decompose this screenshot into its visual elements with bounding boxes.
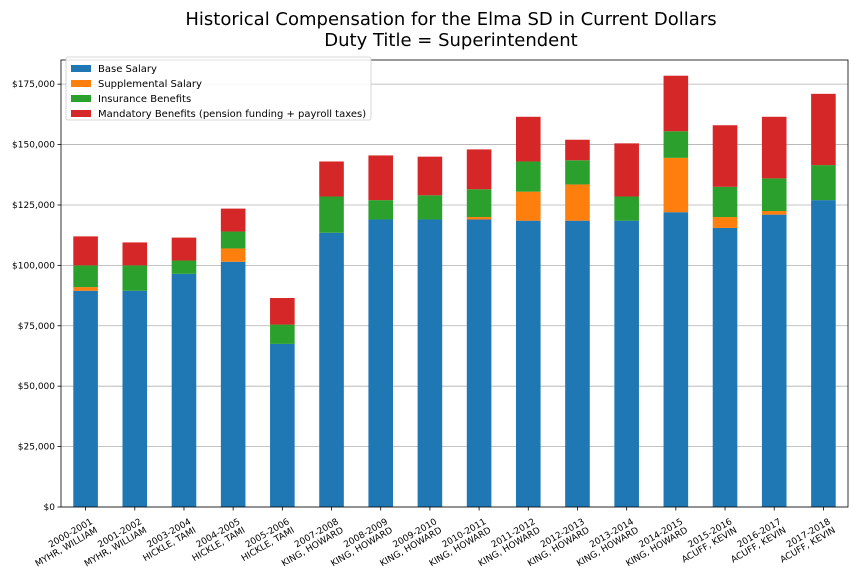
y-tick-label: $125,000 xyxy=(12,201,55,211)
y-tick-label: $150,000 xyxy=(12,141,55,151)
bar-segment xyxy=(270,324,295,344)
legend-swatch xyxy=(71,80,91,87)
x-tick-label: 2017-2018ACUFF, KEVIN xyxy=(774,517,838,565)
bar-segment xyxy=(712,186,738,218)
y-tick-label: $175,000 xyxy=(12,80,55,90)
y-tick-label: $0 xyxy=(44,503,56,513)
bar-segment xyxy=(565,139,590,161)
bar-segment xyxy=(73,287,98,291)
legend-label: Base Salary xyxy=(98,64,157,75)
bar-segment xyxy=(515,116,541,162)
x-tick-label-group: 2003-2004HICKLE, TAMI xyxy=(137,517,199,564)
bar-segment xyxy=(417,219,443,507)
bar-segment xyxy=(565,220,590,507)
bar-segment xyxy=(73,236,98,266)
bar-segment xyxy=(368,200,394,220)
plot-frame xyxy=(60,59,849,508)
bar-segment xyxy=(319,161,344,197)
legend-label: Mandatory Benefits (pension funding + pa… xyxy=(98,109,366,120)
bar-segment xyxy=(73,265,98,288)
legend-swatch xyxy=(71,110,91,117)
bar-segment xyxy=(319,196,344,233)
legend: Base Salary Supplemental Salary Insurance … xyxy=(65,56,372,121)
x-tick-label: 2004-2005HICKLE, TAMI xyxy=(186,517,247,564)
bar-segment xyxy=(761,178,787,212)
bar-segment xyxy=(368,155,394,201)
bar-segment xyxy=(171,260,197,274)
bar-segment xyxy=(565,160,590,185)
y-tick-label: $100,000 xyxy=(12,261,55,271)
bar-segment xyxy=(270,343,295,507)
bar-segment xyxy=(220,248,246,262)
bar-segment xyxy=(220,231,246,249)
legend-swatch xyxy=(71,65,91,72)
y-tick-label: $75,000 xyxy=(18,322,55,332)
chart-title-line-1: Historical Compensation for the Elma SD … xyxy=(185,9,716,30)
bar-segment xyxy=(614,143,639,197)
bar-segment xyxy=(73,290,98,507)
x-tick-label-group: 2017-2018ACUFF, KEVIN xyxy=(774,517,838,565)
axes xyxy=(60,59,849,508)
bar-segment xyxy=(466,217,492,220)
bar-segment xyxy=(220,261,246,507)
bar-segment xyxy=(515,161,541,192)
bar-segment xyxy=(811,165,836,201)
bar-segment xyxy=(663,131,689,158)
bar-segment xyxy=(663,75,689,132)
bar-segment xyxy=(515,220,541,507)
legend-label: Supplemental Salary xyxy=(98,79,202,90)
bar-segment xyxy=(171,273,197,507)
bar-segment xyxy=(712,217,738,228)
bar-segment xyxy=(417,195,443,220)
y-tick-label: $25,000 xyxy=(18,443,55,453)
x-tick-label-group: 2004-2005HICKLE, TAMI xyxy=(186,517,247,564)
x-tick-label: 2003-2004HICKLE, TAMI xyxy=(137,517,199,564)
bar-segment xyxy=(614,196,639,221)
legend-box xyxy=(65,56,372,121)
bar-segment xyxy=(171,237,197,261)
bar-segment xyxy=(663,212,689,507)
bar-segment xyxy=(466,219,492,507)
bar-segment xyxy=(663,157,689,213)
legend-swatch xyxy=(71,95,91,102)
bar-segment xyxy=(319,232,344,507)
bar-segment xyxy=(761,116,787,179)
bar-segment xyxy=(270,297,295,325)
y-axis-ticks: $0 $25,000 $50,000 $75,000 $100,000 $125,000 $… xyxy=(12,80,61,513)
y-tick-label: $50,000 xyxy=(18,382,55,392)
bar-segment xyxy=(811,200,836,507)
bar-segment xyxy=(712,125,738,187)
bars xyxy=(73,75,836,508)
bar-segment xyxy=(466,149,492,190)
bar-segment xyxy=(122,265,148,291)
bar-segment xyxy=(368,219,394,507)
bar-segment xyxy=(466,189,492,218)
bar-segment xyxy=(614,220,639,507)
bar-segment xyxy=(761,211,787,215)
bar-segment xyxy=(811,93,836,166)
bar-segment xyxy=(220,208,246,232)
bar-segment xyxy=(122,242,148,266)
bar-segment xyxy=(565,184,590,221)
bar-segment xyxy=(417,156,443,196)
bar-segment xyxy=(515,191,541,221)
bar-segment xyxy=(122,290,148,507)
legend-label: Insurance Benefits xyxy=(98,94,191,105)
chart-title-line-2: Duty Title = Superintendent xyxy=(324,30,577,51)
bar-segment xyxy=(761,214,787,508)
bar-segment xyxy=(712,227,738,507)
